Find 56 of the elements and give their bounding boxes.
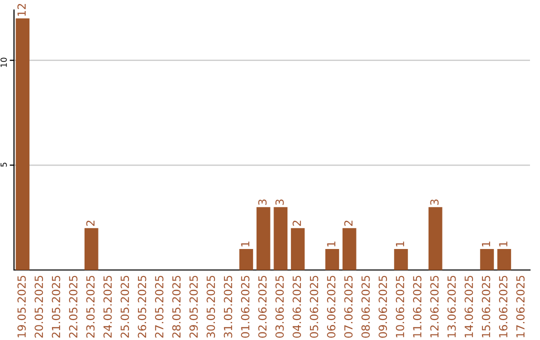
bar [256,207,270,270]
bar [84,228,98,270]
x-tick-label: 08.06.2025 [361,276,370,338]
x-tick-label: 25.05.2025 [120,276,130,338]
x-tick-label: 09.06.2025 [378,276,388,338]
data-label: 1 [396,242,404,246]
x-tick-label: 20.05.2025 [34,276,44,338]
x-tick-label: 16.06.2025 [499,276,508,338]
data-label: 1 [482,242,490,246]
data-label: 3 [258,200,267,205]
x-tick-label: 12.06.2025 [430,276,439,338]
x-tick-label: 28.05.2025 [172,276,181,338]
data-label: 2 [292,220,301,226]
bar [290,228,305,270]
bar [394,249,408,270]
y-tick-label: 10 [0,58,7,67]
data-label: 12 [17,4,26,16]
bar [342,228,356,270]
x-tick-label: 11.06.2025 [413,276,422,338]
data-label: 1 [327,242,336,246]
bar [497,249,512,270]
bar [428,207,442,270]
data-label: 1 [241,242,250,246]
x-tick-label: 23.05.2025 [86,276,95,338]
x-tick-label: 19.05.2025 [17,276,26,338]
bar [325,249,340,270]
bar [480,249,494,270]
x-tick-label: 03.06.2025 [275,276,284,338]
x-tick-label: 17.06.2025 [516,276,525,338]
x-tick-label: 31.05.2025 [224,276,232,338]
x-tick-label: 02.06.2025 [258,276,267,338]
x-tick-label: 29.05.2025 [189,276,198,338]
x-tick-label: 26.05.2025 [138,276,146,338]
x-tick-label: 07.06.2025 [344,276,353,338]
x-tick-label: 15.06.2025 [482,276,490,338]
data-label: 3 [430,200,439,205]
bar [16,18,30,270]
x-tick-label: 22.05.2025 [69,276,78,338]
x-tick-label: 05.06.2025 [310,276,318,338]
y-tick-label: 5 [0,162,7,167]
x-tick-label: 04.06.2025 [292,276,302,338]
bar [239,249,254,270]
x-tick-label: 01.06.2025 [241,276,250,338]
x-tick-label: 24.05.2025 [103,276,112,338]
x-tick-label: 14.06.2025 [464,276,474,338]
data-label: 1 [499,242,508,246]
data-label: 3 [275,200,284,205]
data-label: 2 [344,220,352,226]
bar [274,207,288,270]
x-tick-label: 06.06.2025 [327,276,336,338]
data-label: 2 [86,220,94,226]
x-tick-label: 10.06.2025 [396,276,404,338]
x-tick-label: 27.05.2025 [155,276,164,338]
x-tick-label: 30.05.2025 [206,276,216,338]
x-tick-label: 21.05.2025 [52,276,60,338]
x-tick-label: 13.06.2025 [447,276,456,338]
